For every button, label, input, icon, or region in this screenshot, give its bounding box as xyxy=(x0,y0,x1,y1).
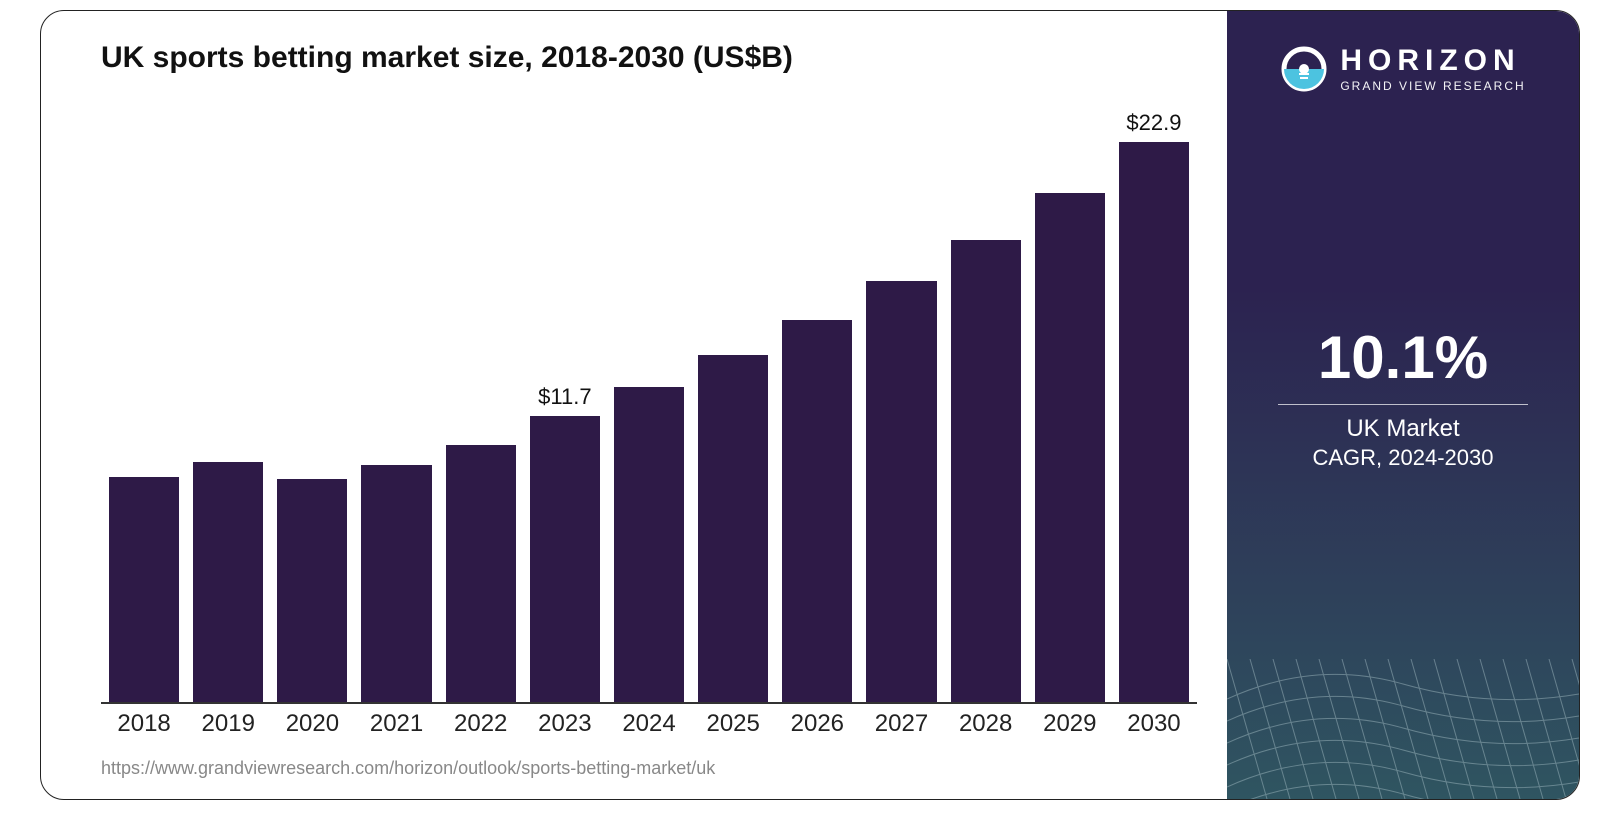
cagr-divider xyxy=(1278,404,1528,405)
bar-wrap xyxy=(277,115,347,702)
x-axis-tick-label: 2025 xyxy=(698,704,768,744)
bar xyxy=(446,445,516,702)
bar-wrap xyxy=(951,115,1021,702)
bars-container: $11.7 $22.9 xyxy=(101,115,1197,704)
side-panel-content: HORIZON GRAND VIEW RESEARCH 10.1% UK Mar… xyxy=(1247,41,1559,779)
brand-logo-text: HORIZON GRAND VIEW RESEARCH xyxy=(1340,46,1525,92)
source-url: https://www.grandviewresearch.com/horizo… xyxy=(101,758,1197,779)
bar xyxy=(951,240,1021,702)
x-axis-tick-label: 2027 xyxy=(866,704,936,744)
bar xyxy=(109,477,179,702)
horizon-logo-icon xyxy=(1280,45,1328,93)
bar-value-label: $11.7 xyxy=(538,384,591,410)
bar-wrap xyxy=(698,115,768,702)
bar xyxy=(277,479,347,702)
bar-wrap: $11.7 xyxy=(530,115,600,702)
x-axis-tick-label: 2030 xyxy=(1119,704,1189,744)
bar-wrap xyxy=(361,115,431,702)
bar xyxy=(193,462,263,702)
x-axis-tick-label: 2026 xyxy=(782,704,852,744)
bar-wrap xyxy=(446,115,516,702)
bar xyxy=(361,465,431,702)
bar xyxy=(782,320,852,702)
chart-panel: UK sports betting market size, 2018-2030… xyxy=(41,11,1227,799)
bar-wrap xyxy=(193,115,263,702)
x-axis-tick-label: 2021 xyxy=(361,704,431,744)
bar-wrap xyxy=(109,115,179,702)
bar xyxy=(530,416,600,702)
x-axis-tick-label: 2019 xyxy=(193,704,263,744)
cagr-value: 10.1% xyxy=(1278,323,1528,392)
chart-title: UK sports betting market size, 2018-2030… xyxy=(101,41,1197,75)
x-axis-tick-label: 2020 xyxy=(277,704,347,744)
cagr-period-label: CAGR, 2024-2030 xyxy=(1278,445,1528,471)
chart-area: $11.7$22.9 20182019202020212022202320242… xyxy=(101,85,1197,744)
x-axis-labels: 2018 2019 2020 2021 2022 2023 2024 2025 2026 2027… xyxy=(101,704,1197,744)
x-axis-tick-label: 2024 xyxy=(614,704,684,744)
bar xyxy=(698,355,768,702)
bar xyxy=(1119,142,1189,702)
bar-wrap xyxy=(1035,115,1105,702)
chart-card: UK sports betting market size, 2018-2030… xyxy=(40,10,1580,800)
bar-wrap xyxy=(866,115,936,702)
bar xyxy=(866,281,936,702)
x-axis-tick-label: 2022 xyxy=(446,704,516,744)
x-axis-tick-label: 2029 xyxy=(1035,704,1105,744)
brand-logo: HORIZON GRAND VIEW RESEARCH xyxy=(1280,45,1525,93)
brand-tagline: GRAND VIEW RESEARCH xyxy=(1340,80,1525,92)
cagr-market-label: UK Market xyxy=(1278,415,1528,443)
bar xyxy=(614,387,684,703)
bar-value-label: $22.9 xyxy=(1126,110,1181,136)
x-axis-tick-label: 2023 xyxy=(530,704,600,744)
side-panel: HORIZON GRAND VIEW RESEARCH 10.1% UK Mar… xyxy=(1227,11,1579,799)
x-axis-tick-label: 2028 xyxy=(951,704,1021,744)
bar-wrap xyxy=(614,115,684,702)
bar-wrap xyxy=(782,115,852,702)
cagr-block: 10.1% UK Market CAGR, 2024-2030 xyxy=(1278,323,1528,471)
brand-name: HORIZON xyxy=(1340,46,1525,76)
bar xyxy=(1035,193,1105,702)
bar-wrap: $22.9 xyxy=(1119,115,1189,702)
x-axis-tick-label: 2018 xyxy=(109,704,179,744)
